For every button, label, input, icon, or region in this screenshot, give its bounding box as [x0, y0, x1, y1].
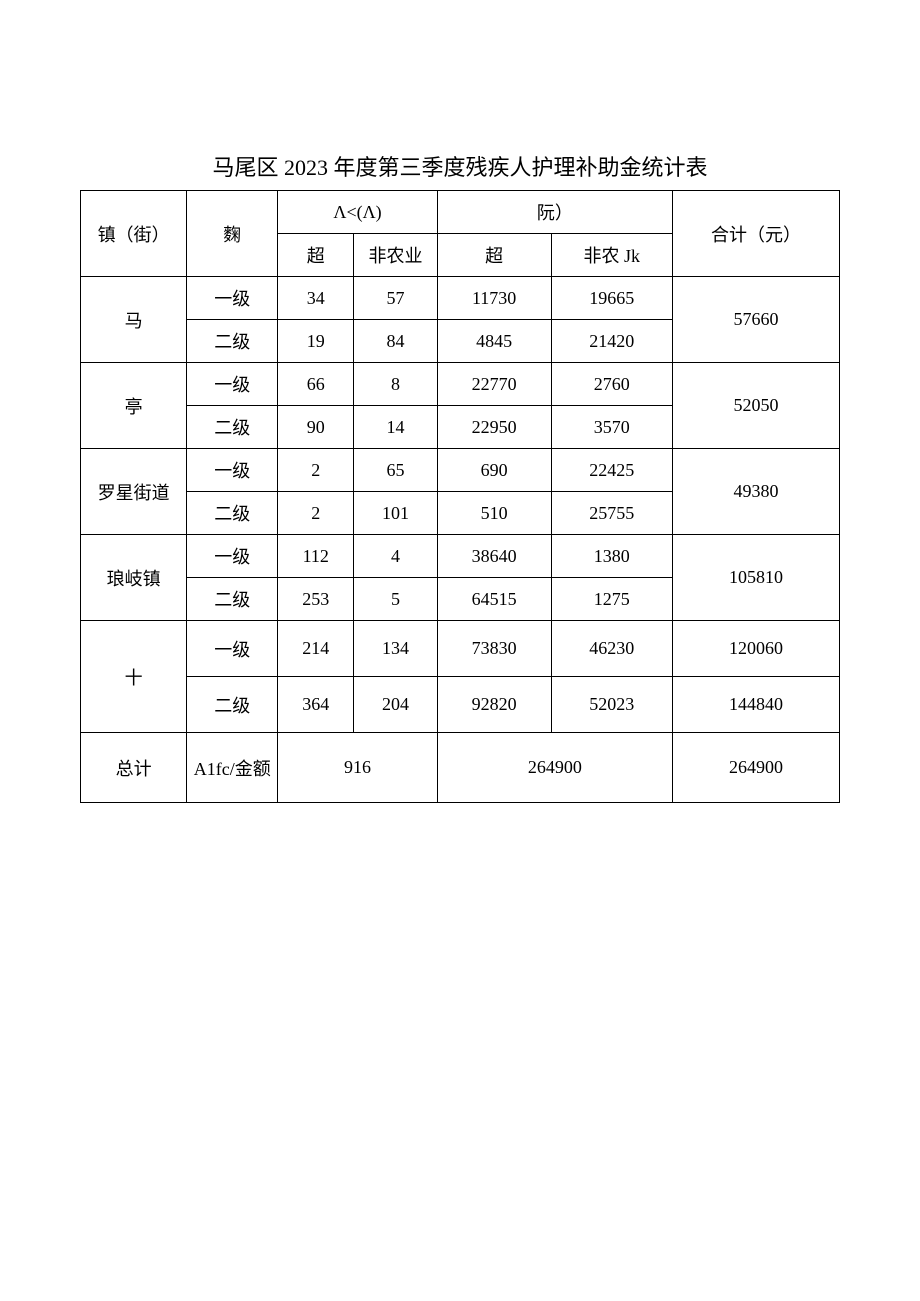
- town-cell: 琅岐镇: [81, 535, 187, 621]
- header-row-1: 镇（街） 麴 Λ<(Λ) 阮） 合计（元）: [81, 191, 840, 234]
- amount2-cell: 2760: [551, 363, 672, 406]
- header-total: 合计（元）: [672, 191, 839, 277]
- amount1-cell: 22950: [437, 406, 551, 449]
- total-cell: 52050: [672, 363, 839, 449]
- amount2-cell: 46230: [551, 621, 672, 677]
- table-row: 罗星街道 一级 2 65 690 22425 49380: [81, 449, 840, 492]
- count2-cell: 204: [354, 677, 437, 733]
- count2-cell: 57: [354, 277, 437, 320]
- amount2-cell: 25755: [551, 492, 672, 535]
- table-row: 十 一级 214 134 73830 46230 120060: [81, 621, 840, 677]
- count2-cell: 134: [354, 621, 437, 677]
- footer-label: 总计: [81, 733, 187, 803]
- amount2-cell: 1275: [551, 578, 672, 621]
- table-row: 马 一级 34 57 11730 19665 57660: [81, 277, 840, 320]
- amount2-cell: 1380: [551, 535, 672, 578]
- amount1-cell: 22770: [437, 363, 551, 406]
- count1-cell: 34: [278, 277, 354, 320]
- footer-amount-total: 264900: [437, 733, 672, 803]
- footer-row: 总计 A1fc/金额 916 264900 264900: [81, 733, 840, 803]
- total-cell: 105810: [672, 535, 839, 621]
- amount1-cell: 73830: [437, 621, 551, 677]
- level-cell: 二级: [187, 320, 278, 363]
- amount2-cell: 3570: [551, 406, 672, 449]
- table-row: 亭 一级 66 8 22770 2760 52050: [81, 363, 840, 406]
- amount2-cell: 52023: [551, 677, 672, 733]
- count2-cell: 101: [354, 492, 437, 535]
- level-cell: 二级: [187, 406, 278, 449]
- header-amount2: 非农 Jk: [551, 234, 672, 277]
- count2-cell: 84: [354, 320, 437, 363]
- town-cell: 马: [81, 277, 187, 363]
- town-cell: 十: [81, 621, 187, 733]
- header-amount-group: 阮）: [437, 191, 672, 234]
- count1-cell: 112: [278, 535, 354, 578]
- amount2-cell: 22425: [551, 449, 672, 492]
- footer-count-total: 916: [278, 733, 437, 803]
- amount1-cell: 690: [437, 449, 551, 492]
- count1-cell: 2: [278, 449, 354, 492]
- level-cell: 二级: [187, 677, 278, 733]
- count2-cell: 14: [354, 406, 437, 449]
- count2-cell: 4: [354, 535, 437, 578]
- amount1-cell: 4845: [437, 320, 551, 363]
- header-level: 麴: [187, 191, 278, 277]
- town-cell: 罗星街道: [81, 449, 187, 535]
- amount1-cell: 64515: [437, 578, 551, 621]
- level-cell: 一级: [187, 535, 278, 578]
- amount1-cell: 11730: [437, 277, 551, 320]
- level-cell: 一级: [187, 277, 278, 320]
- count1-cell: 66: [278, 363, 354, 406]
- total-cell: 49380: [672, 449, 839, 535]
- amount1-cell: 92820: [437, 677, 551, 733]
- footer-grand-total: 264900: [672, 733, 839, 803]
- header-town: 镇（街）: [81, 191, 187, 277]
- footer-sublabel: A1fc/金额: [187, 733, 278, 803]
- town-cell: 亭: [81, 363, 187, 449]
- header-count-group: Λ<(Λ): [278, 191, 437, 234]
- count2-cell: 5: [354, 578, 437, 621]
- header-amount1: 超: [437, 234, 551, 277]
- total-cell: 120060: [672, 621, 839, 677]
- count2-cell: 8: [354, 363, 437, 406]
- amount1-cell: 38640: [437, 535, 551, 578]
- count1-cell: 2: [278, 492, 354, 535]
- level-cell: 一级: [187, 621, 278, 677]
- level-cell: 二级: [187, 578, 278, 621]
- count1-cell: 90: [278, 406, 354, 449]
- level-cell: 一级: [187, 449, 278, 492]
- table-row: 琅岐镇 一级 112 4 38640 1380 105810: [81, 535, 840, 578]
- count2-cell: 65: [354, 449, 437, 492]
- count1-cell: 19: [278, 320, 354, 363]
- total-cell: 57660: [672, 277, 839, 363]
- header-count1: 超: [278, 234, 354, 277]
- level-cell: 二级: [187, 492, 278, 535]
- amount1-cell: 510: [437, 492, 551, 535]
- header-count2: 非农业: [354, 234, 437, 277]
- count1-cell: 214: [278, 621, 354, 677]
- level-cell: 一级: [187, 363, 278, 406]
- amount2-cell: 21420: [551, 320, 672, 363]
- amount2-cell: 19665: [551, 277, 672, 320]
- document-title: 马尾区 2023 年度第三季度残疾人护理补助金统计表: [80, 150, 840, 182]
- count1-cell: 253: [278, 578, 354, 621]
- subsidy-table: 镇（街） 麴 Λ<(Λ) 阮） 合计（元） 超 非农业 超 非农 Jk 马 一级…: [80, 190, 840, 803]
- table-row: 二级 364 204 92820 52023 144840: [81, 677, 840, 733]
- total-cell: 144840: [672, 677, 839, 733]
- count1-cell: 364: [278, 677, 354, 733]
